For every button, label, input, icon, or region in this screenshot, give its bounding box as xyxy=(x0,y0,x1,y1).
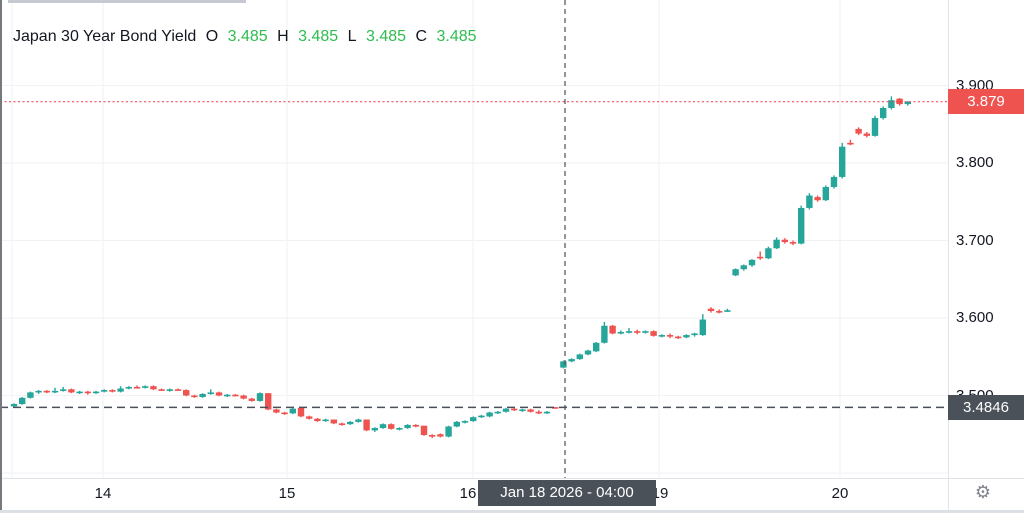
legend-high-label: H xyxy=(277,28,289,45)
window-left-border xyxy=(0,0,2,513)
last-price-badge: 3.879 xyxy=(948,89,1024,115)
chart-legend[interactable]: Japan 30 Year Bond Yield O 3.485 H 3.485… xyxy=(13,28,482,46)
legend-close-value: 3.485 xyxy=(436,28,477,45)
settings-gear-icon[interactable]: ⚙ xyxy=(974,482,992,502)
time-axis-label: 14 xyxy=(94,485,112,502)
window-bottom-border xyxy=(0,510,1024,513)
top-tab-indicator xyxy=(8,0,246,3)
price-axis-label: 3.700 xyxy=(956,231,994,249)
time-axis-label: 16 xyxy=(459,485,477,502)
crosshair-time-tooltip: Jan 18 2026 - 04:00 xyxy=(478,480,656,506)
crosshair-price-badge: 3.4846 xyxy=(948,394,1024,420)
legend-close-label: C xyxy=(415,28,428,45)
legend-low-label: L xyxy=(347,28,357,45)
price-axis-label: 3.800 xyxy=(956,154,994,171)
symbol-title: Japan 30 Year Bond Yield xyxy=(13,28,197,45)
legend-low-value: 3.485 xyxy=(366,28,407,45)
time-axis-label: 20 xyxy=(831,485,849,502)
time-axis-label: 15 xyxy=(278,485,296,502)
legend-high-value: 3.485 xyxy=(298,28,339,45)
legend-open-value: 3.485 xyxy=(227,28,268,45)
price-axis-label: 3.900 xyxy=(956,76,994,94)
legend-open-label: O xyxy=(205,28,219,45)
price-axis-label: 3.600 xyxy=(956,309,994,326)
